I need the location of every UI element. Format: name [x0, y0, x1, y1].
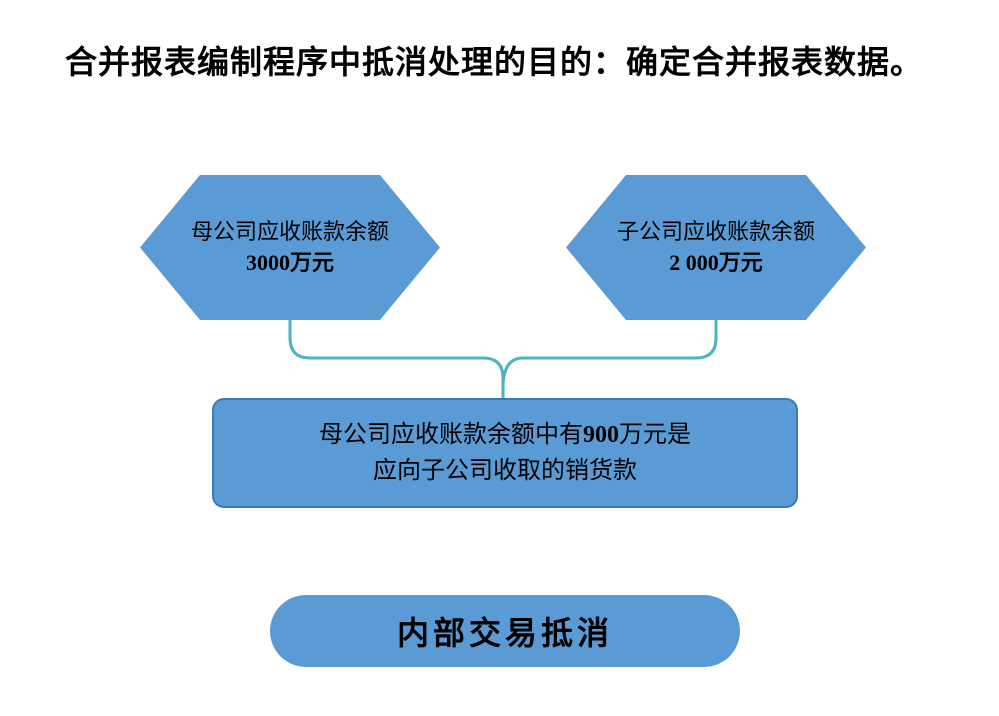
bottom-pill: 内部交易抵消: [270, 595, 740, 667]
info-line1: 母公司应收账款余额中有900万元是: [319, 417, 691, 453]
page-title: 合并报表编制程序中抵消处理的目的：确定合并报表数据。: [65, 38, 935, 86]
info-suffix1: 万元是: [619, 422, 691, 448]
hexagon-parent-company: 母公司应收账款余额 3000万元: [140, 175, 440, 320]
hexagon-subsidiary: 子公司应收账款余额 2 000万元: [566, 175, 866, 320]
hexagon-amount: 3000万元: [246, 248, 334, 279]
hexagon-shape: 子公司应收账款余额 2 000万元: [566, 175, 866, 320]
info-line2: 应向子公司收取的销货款: [373, 453, 637, 489]
hexagon-line1: 子公司应收账款余额: [617, 217, 815, 248]
hexagon-amount: 2 000万元: [669, 248, 763, 279]
info-box: 母公司应收账款余额中有900万元是 应向子公司收取的销货款: [212, 398, 798, 508]
info-amount: 900: [583, 422, 619, 448]
connector-brace: [140, 320, 866, 398]
info-prefix: 母公司应收账款余额中有: [319, 422, 583, 448]
hexagon-line1: 母公司应收账款余额: [191, 217, 389, 248]
hexagon-shape: 母公司应收账款余额 3000万元: [140, 175, 440, 320]
